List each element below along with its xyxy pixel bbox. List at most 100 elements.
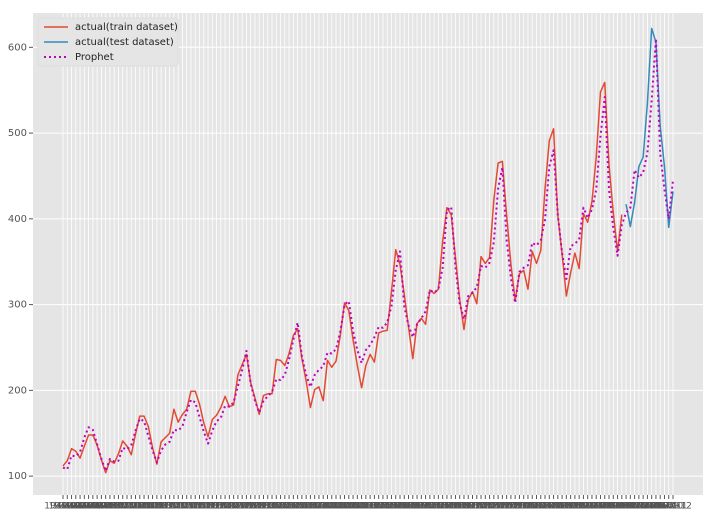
x-tick-label: 1960-02 [612, 502, 650, 512]
x-tick-label: 1958-07 [530, 502, 568, 512]
x-tick-label: 1951-09 [181, 502, 219, 512]
x-tick-label: 1949-03 [53, 502, 91, 512]
x-tick-label: 1959-05 [573, 502, 611, 512]
x-tick-label: 1954-01 [300, 502, 338, 512]
legend: actual(train dataset) actual(test dataset… [37, 17, 179, 67]
x-tick-label: 1950-06 [117, 502, 155, 512]
x-tick-label: 1951-10 [185, 502, 223, 512]
x-tick-label: 1959-08 [586, 502, 624, 512]
x-tick-label: 1949-05 [61, 502, 99, 512]
x-tick-label: 1954-10 [339, 502, 377, 512]
x-tick-label: 1958-12 [552, 502, 590, 512]
x-tick-label: 1959-04 [569, 502, 607, 512]
x-tick-label: 1956-10 [441, 502, 479, 512]
y-tick-label: 100 [8, 471, 27, 482]
x-tick-label: 1954-03 [309, 502, 347, 512]
x-tick-label: 1952-11 [240, 502, 278, 512]
legend-label: actual(test dataset) [75, 37, 174, 48]
plot-area [33, 13, 703, 495]
x-tick-label: 1954-12 [347, 502, 385, 512]
x-tick-label: 1956-02 [407, 502, 445, 512]
x-tick-label: 1953-11 [292, 502, 330, 512]
x-tick-label: 1952-08 [228, 502, 266, 512]
x-tick-label: 1952-04 [211, 502, 249, 512]
legend-label: actual(train dataset) [75, 22, 178, 33]
x-tick-label: 1959-02 [560, 502, 598, 512]
y-tick-label: 300 [8, 300, 27, 311]
x-tick-label: 1949-04 [57, 502, 95, 512]
x-tick-label: 1954-05 [317, 502, 355, 512]
x-tick-label: 1959-11 [599, 502, 637, 512]
x-tick-label: 1953-05 [266, 502, 304, 512]
x-tick-label: 1956-03 [411, 502, 449, 512]
x-tick-label: 1958-05 [522, 502, 560, 512]
x-tick-label: 1957-07 [479, 502, 517, 512]
x-tick-label: 1955-07 [377, 502, 415, 512]
x-tick-label: 1957-03 [462, 502, 500, 512]
x-tick-label: 1951-04 [159, 502, 197, 512]
y-tick-label: 200 [8, 385, 27, 396]
x-tick-label: 1960-09 [641, 502, 679, 512]
x-tick-label: 1953-01 [249, 502, 287, 512]
x-tick-label: 1960-08 [637, 502, 675, 512]
x-tick-label: 1960-10 [646, 502, 684, 512]
x-tick-label: 1949-12 [91, 502, 129, 512]
x-tick-label: 1954-07 [326, 502, 364, 512]
x-tick-label: 1955-06 [373, 502, 411, 512]
x-tick-label: 1960-04 [620, 502, 658, 512]
x-tick-label: 1949-09 [78, 502, 116, 512]
x-tick-label: 1960-01 [607, 502, 645, 512]
x-tick-label: 1956-05 [420, 502, 458, 512]
x-tick-label: 1954-06 [321, 502, 359, 512]
x-tick-label: 1952-01 [198, 502, 236, 512]
x-tick-label: 1959-06 [577, 502, 615, 512]
x-tick-label: 1952-09 [232, 502, 270, 512]
x-tick-label: 1958-08 [535, 502, 573, 512]
x-tick-label: 1957-10 [492, 502, 530, 512]
x-tick-label: 1959-10 [594, 502, 632, 512]
x-tick-label: 1951-08 [176, 502, 214, 512]
x-tick-label: 1954-02 [304, 502, 342, 512]
x-tick-label: 1952-12 [245, 502, 283, 512]
x-tick-label: 1959-12 [603, 502, 641, 512]
x-tick-label: 1949-10 [83, 502, 121, 512]
labels: 1002003004005006001949-011949-021949-031… [8, 42, 692, 511]
x-tick-label: 1957-04 [467, 502, 505, 512]
x-tick-label: 1955-03 [360, 502, 398, 512]
x-tick-label: 1959-09 [590, 502, 628, 512]
x-tick-label: 1956-09 [437, 502, 475, 512]
x-tick-label: 1955-04 [364, 502, 402, 512]
x-tick-label: 1950-10 [134, 502, 172, 512]
x-tick-label: 1951-11 [189, 502, 227, 512]
x-tick-label: 1956-06 [424, 502, 462, 512]
x-tick-label: 1956-11 [445, 502, 483, 512]
x-tick-label: 1958-10 [543, 502, 581, 512]
x-tick-label: 1950-05 [112, 502, 150, 512]
x-tick-label: 1953-09 [283, 502, 321, 512]
x-tick-label: 1953-04 [262, 502, 300, 512]
x-tick-label: 1950-02 [100, 502, 138, 512]
x-tick-label: 1957-08 [484, 502, 522, 512]
x-tick-label: 1951-12 [193, 502, 231, 512]
x-tick-label: 1958-03 [513, 502, 551, 512]
x-tick-label: 1956-01 [403, 502, 441, 512]
x-tick-label: 1954-04 [313, 502, 351, 512]
x-tick-label: 1952-03 [206, 502, 244, 512]
legend-box [37, 17, 179, 67]
x-tick-label: 1949-07 [70, 502, 108, 512]
x-tick-label: 1952-05 [215, 502, 253, 512]
x-tick-label: 1955-01 [351, 502, 389, 512]
x-tick-label: 1959-03 [565, 502, 603, 512]
x-tick-label: 1957-11 [496, 502, 534, 512]
x-tick-label: 1950-01 [95, 502, 133, 512]
x-tick-label: 1958-02 [509, 502, 547, 512]
x-tick-label: 1959-07 [582, 502, 620, 512]
x-tick-label: 1960-12 [654, 502, 692, 512]
legend-label: Prophet [75, 52, 114, 63]
x-tick-label: 1960-07 [633, 502, 671, 512]
x-tick-label: 1958-11 [548, 502, 586, 512]
x-tick-label: 1952-02 [202, 502, 240, 512]
x-tick-label: 1953-02 [253, 502, 291, 512]
x-tick-label: 1954-09 [334, 502, 372, 512]
x-tick-label: 1950-12 [142, 502, 180, 512]
